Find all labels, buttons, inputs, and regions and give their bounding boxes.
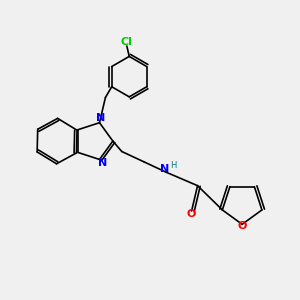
Text: O: O [238,221,247,231]
Text: H: H [170,161,176,170]
Text: Cl: Cl [121,37,133,46]
Text: N: N [160,164,170,174]
Text: N: N [98,158,107,168]
Text: O: O [186,209,196,220]
Text: N: N [96,113,106,123]
